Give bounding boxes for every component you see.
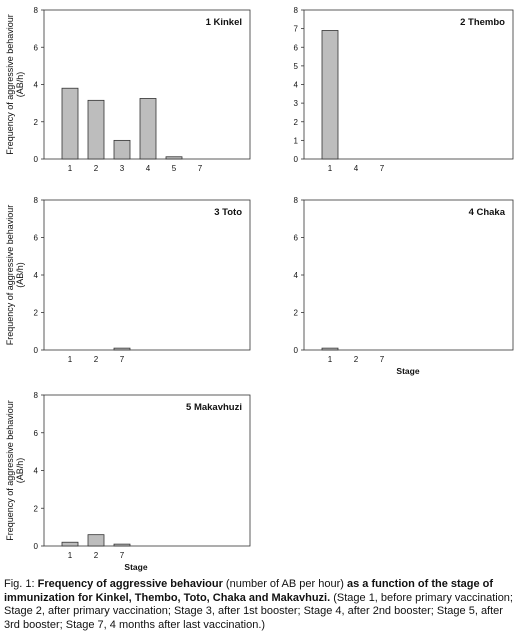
y-tick-label: 4: [294, 271, 299, 280]
bar: [113, 347, 131, 351]
y-tick-label: 0: [34, 346, 39, 355]
chart-panel-3: 0 2 4 6 8 1 2 7 3 Toto Frequency of aggressive be…: [5, 196, 251, 364]
y-tick-label: 7: [294, 25, 299, 34]
x-axis-label: Stage: [124, 562, 147, 572]
y-axis-label: Frequency of aggressive behaviour: [5, 14, 15, 155]
x-tick-label: 3: [120, 164, 125, 173]
bar: [87, 534, 105, 547]
y-tick-label: 6: [294, 43, 299, 52]
bar: [113, 139, 131, 160]
x-tick-label: 2: [94, 551, 99, 560]
plot-frame: [43, 199, 251, 351]
y-axis-unit: (AB/h): [15, 262, 25, 288]
bar: [61, 541, 79, 547]
y-tick-label: 8: [294, 6, 299, 15]
x-tick-label: 2: [94, 164, 99, 173]
bar: [165, 156, 183, 160]
chart-panel-5: 0 2 4 6 8 1 2 7 5 Makavhuzi Frequency of aggressi…: [5, 391, 251, 572]
chart-title: 1 Kinkel: [206, 17, 242, 28]
x-tick-label: 4: [354, 164, 359, 173]
x-tick-label: 1: [328, 164, 333, 173]
caption-stage-legend: (Stage 1, before primary vaccination; St…: [4, 591, 513, 631]
y-axis-unit: (AB/h): [15, 72, 25, 98]
plot-frame: [43, 394, 251, 547]
chart-title: 5 Makavhuzi: [186, 402, 242, 413]
bar: [87, 99, 105, 160]
y-tick-label: 8: [34, 391, 39, 400]
y-tick-label: 6: [294, 234, 299, 243]
y-tick-label: 4: [294, 81, 299, 90]
caption-label: Fig. 1:: [4, 578, 38, 590]
bar: [113, 543, 131, 547]
x-tick-label: 4: [146, 164, 151, 173]
y-tick-label: 8: [294, 196, 299, 205]
x-tick-label: 5: [172, 164, 177, 173]
y-tick-label: 4: [34, 467, 39, 476]
y-tick-label: 2: [34, 504, 39, 513]
y-tick-label: 4: [34, 271, 39, 280]
x-tick-label: 1: [68, 164, 73, 173]
y-tick-label: 6: [34, 43, 39, 52]
y-tick-label: 8: [34, 6, 39, 15]
y-tick-label: 0: [34, 155, 39, 164]
caption-bold-subtitle: as a function of the stage of immunizati…: [4, 578, 494, 604]
y-tick-label: 6: [34, 234, 39, 243]
caption-text: (number of AB per hour): [222, 578, 347, 590]
x-tick-label: 1: [68, 551, 73, 560]
y-tick-label: 2: [294, 309, 299, 318]
bar: [61, 87, 79, 160]
y-tick-label: 0: [34, 542, 39, 551]
y-tick-label: 0: [294, 346, 299, 355]
y-tick-label: 6: [34, 429, 39, 438]
chart-title: 3 Toto: [214, 207, 242, 218]
y-tick-label: 5: [294, 62, 299, 71]
chart-title: 4 Chaka: [469, 207, 506, 218]
y-tick-label: 4: [34, 81, 39, 90]
y-tick-label: 3: [294, 99, 299, 108]
figure-caption: Fig. 1: Frequency of aggressive behaviou…: [4, 578, 515, 632]
y-tick-label: 0: [294, 155, 299, 164]
chart-panel-1: 0 2 4 6 8 1 2 3 4 5 7 1 Kinkel Frequency of aggressi…: [5, 6, 251, 173]
bar: [321, 30, 339, 160]
y-axis-label: Frequency of aggressive behaviour: [5, 205, 15, 346]
chart-panel-4: 0 2 4 6 8 1 2 7 4 Chaka Stage: [294, 196, 514, 376]
chart-panel-2: 0 1 2 3 4 5 6 7 8 1 4 7 2 Thembo: [294, 6, 514, 173]
y-tick-label: 1: [294, 136, 299, 145]
y-tick-label: 2: [34, 118, 39, 127]
x-axis-label: Stage: [396, 366, 419, 376]
y-axis-label: Frequency of aggressive behaviour: [5, 400, 15, 541]
y-axis-unit: (AB/h): [15, 458, 25, 484]
x-tick-label: 7: [198, 164, 203, 173]
x-tick-label: 7: [120, 355, 125, 364]
figure: 0 2 4 6 8 1 2 3 4 5 7 1 Kinkel Frequency of aggressi…: [5, 6, 514, 572]
plot-frame: [303, 199, 514, 351]
bar: [321, 347, 339, 351]
caption-bold-title: Frequency of aggressive behaviour: [37, 578, 223, 590]
x-tick-label: 1: [328, 355, 333, 364]
x-tick-label: 7: [120, 551, 125, 560]
y-tick-label: 2: [34, 309, 39, 318]
x-tick-label: 2: [94, 355, 99, 364]
x-tick-label: 7: [380, 355, 385, 364]
chart-title: 2 Thembo: [460, 17, 505, 28]
x-tick-label: 1: [68, 355, 73, 364]
x-tick-label: 2: [354, 355, 359, 364]
x-tick-label: 7: [380, 164, 385, 173]
y-tick-label: 2: [294, 118, 299, 127]
bar: [139, 98, 157, 160]
y-tick-label: 8: [34, 196, 39, 205]
